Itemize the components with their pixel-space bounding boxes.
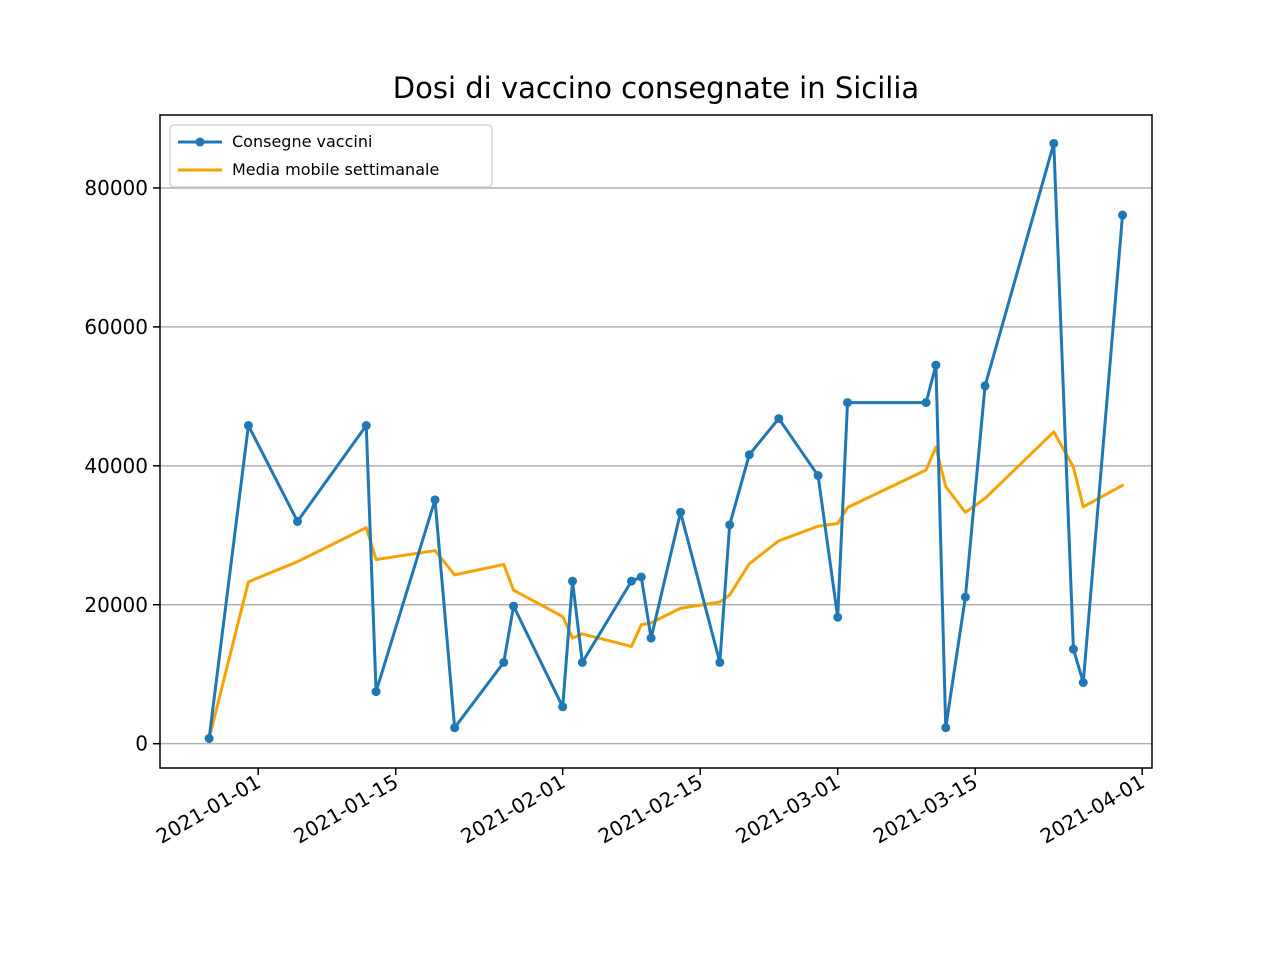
legend-label-media: Media mobile settimanale bbox=[232, 160, 439, 179]
data-point bbox=[558, 702, 568, 712]
data-point bbox=[577, 657, 587, 667]
y-tick-label: 0 bbox=[135, 732, 148, 756]
y-gridlines bbox=[160, 187, 1152, 745]
plot-area bbox=[160, 115, 1152, 768]
data-point bbox=[499, 657, 509, 667]
data-point bbox=[774, 414, 784, 424]
legend-label-consegne: Consegne vaccini bbox=[232, 132, 372, 151]
data-point bbox=[361, 421, 371, 431]
chart-title: Dosi di vaccino consegnate in Sicilia bbox=[393, 71, 919, 105]
data-point bbox=[568, 576, 578, 586]
data-point bbox=[509, 601, 519, 611]
data-point bbox=[960, 592, 970, 602]
legend-box bbox=[169, 124, 493, 188]
legend: Consegne vaccini Media mobile settimanal… bbox=[169, 124, 493, 188]
data-point bbox=[980, 381, 990, 391]
data-point bbox=[1078, 678, 1088, 688]
data-point bbox=[833, 612, 843, 622]
data-point bbox=[931, 360, 941, 370]
data-point bbox=[813, 471, 823, 481]
data-point bbox=[243, 421, 253, 431]
y-tick-label: 20000 bbox=[84, 593, 148, 617]
data-point bbox=[676, 507, 686, 517]
y-tick-label: 60000 bbox=[84, 315, 148, 339]
data-point bbox=[744, 450, 754, 460]
data-point bbox=[371, 687, 381, 697]
data-point bbox=[843, 398, 853, 408]
data-point bbox=[715, 657, 725, 667]
data-point bbox=[450, 723, 460, 733]
plot-frame bbox=[159, 114, 1153, 769]
data-point bbox=[430, 495, 440, 505]
data-point bbox=[725, 520, 735, 530]
data-point bbox=[646, 633, 656, 643]
data-point bbox=[1068, 644, 1078, 654]
y-tick-label: 80000 bbox=[84, 176, 148, 200]
data-point bbox=[204, 733, 214, 743]
data-point bbox=[921, 398, 931, 408]
series-layer bbox=[204, 138, 1128, 743]
legend-marker-consegne bbox=[195, 137, 205, 147]
data-point bbox=[1118, 210, 1128, 220]
data-point bbox=[941, 723, 951, 733]
y-axis: 0 20000 40000 60000 80000 bbox=[84, 176, 160, 756]
y-tick-label: 40000 bbox=[84, 454, 148, 478]
data-point bbox=[626, 576, 636, 586]
series-line-consegne-vaccini bbox=[207, 141, 1125, 740]
data-point bbox=[1049, 138, 1059, 148]
data-point bbox=[293, 516, 303, 526]
data-point bbox=[636, 572, 646, 582]
